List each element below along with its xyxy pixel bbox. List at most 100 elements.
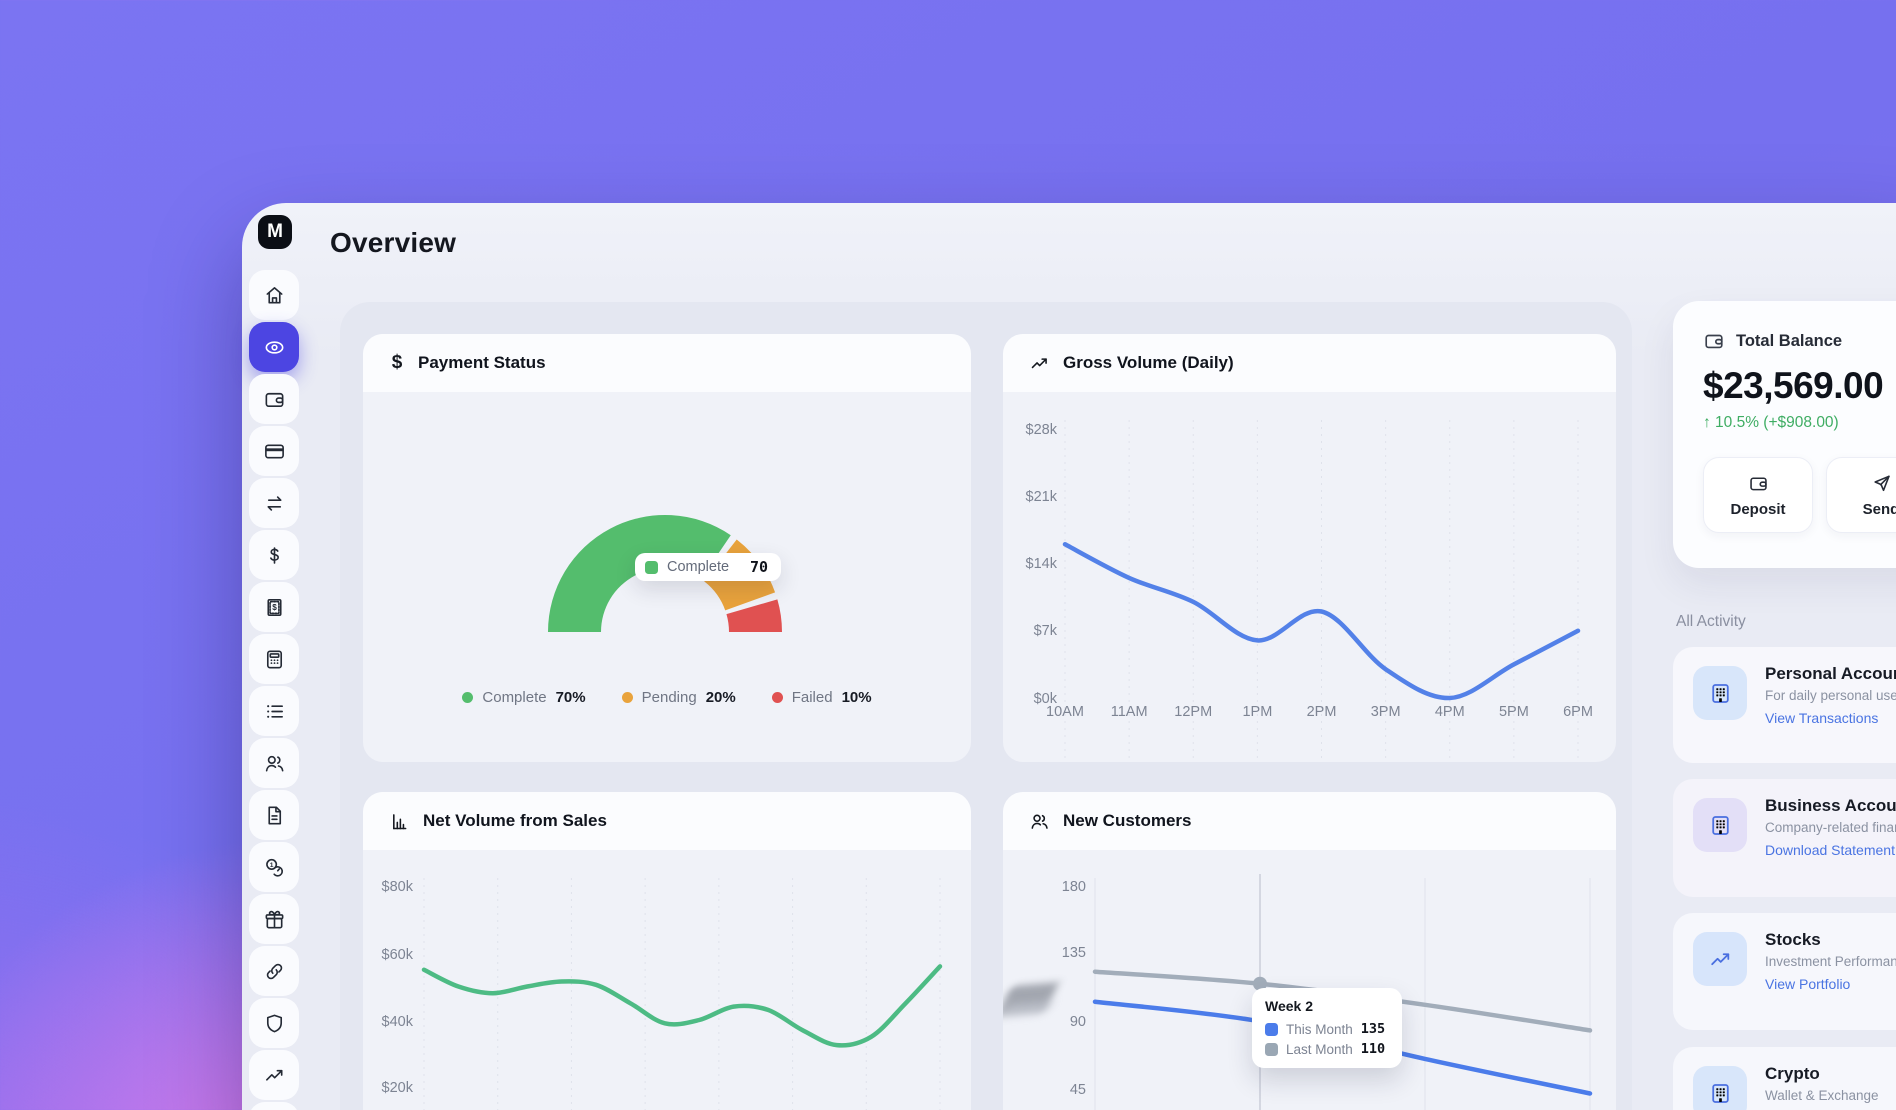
payment-status-header: $ Payment Status — [363, 334, 971, 392]
gross-volume-card: Gross Volume (Daily) $28k $21k $14k $7k $0k 1… — [1003, 334, 1616, 762]
svg-text:$7k: $7k — [1034, 623, 1058, 639]
deposit-label: Deposit — [1730, 500, 1786, 518]
tooltip-value: 70 — [749, 558, 768, 576]
sidebar-item-document[interactable] — [249, 790, 299, 840]
link-icon — [266, 963, 282, 979]
activity-card-stocks[interactable]: Stocks Investment Performance View Portfol… — [1673, 913, 1896, 1030]
sidebar-item-receipt[interactable]: $ — [249, 582, 299, 632]
svg-text:$40k: $40k — [382, 1014, 414, 1030]
total-balance-header: Total Balance — [1703, 330, 1896, 352]
credit-card-icon — [264, 443, 284, 459]
building-icon — [1711, 683, 1729, 703]
card-title: Gross Volume (Daily) — [1063, 353, 1234, 372]
sidebar-item-wallet[interactable] — [249, 374, 299, 424]
sidebar-item-eye[interactable] — [249, 322, 299, 372]
building-icon — [1711, 815, 1729, 835]
sidebar-item-link[interactable] — [249, 946, 299, 996]
all-activity-heading: All Activity — [1676, 613, 1746, 630]
svg-text:12PM: 12PM — [1174, 704, 1212, 720]
svg-text:180: 180 — [1062, 879, 1086, 895]
svg-text:1: 1 — [269, 861, 273, 868]
gross-volume-header: Gross Volume (Daily) — [1003, 334, 1616, 392]
card-title: Payment Status — [418, 353, 546, 372]
list-icon — [266, 704, 283, 718]
sidebar-item-dollar[interactable] — [249, 530, 299, 580]
svg-text:4PM: 4PM — [1435, 704, 1465, 720]
activity-link[interactable]: Download Statement — [1765, 842, 1895, 858]
balance-actions: Deposit Send — [1703, 457, 1896, 533]
this-month-swatch — [1265, 1022, 1278, 1036]
activity-subtitle: Investment Performance — [1765, 954, 1896, 969]
svg-text:135: 135 — [1062, 945, 1086, 961]
sidebar-item-users[interactable] — [249, 738, 299, 788]
trending-up-icon — [1031, 357, 1047, 368]
trending-up-icon — [265, 1069, 283, 1081]
trending-up-icon — [1710, 952, 1729, 965]
activity-title: Crypto — [1765, 1064, 1820, 1083]
dollar-icon: $ — [391, 352, 403, 373]
document-icon — [267, 806, 281, 824]
eye-icon — [265, 340, 283, 354]
activity-card-business-account[interactable]: Business Account Company-related finances… — [1673, 779, 1896, 897]
new-customers-card: New Customers 180 135 90 45 Week 2 This Mon… — [1003, 792, 1616, 1110]
svg-text:2PM: 2PM — [1307, 704, 1337, 720]
sidebar-item-gift[interactable] — [249, 894, 299, 944]
activity-title: Personal Account — [1765, 664, 1896, 683]
app-logo[interactable]: M — [258, 215, 292, 249]
dashboard-window: M Overview $1 $ Payment Status Complete … — [242, 203, 1896, 1110]
transfer-icon — [266, 495, 282, 511]
send-label: Send — [1862, 500, 1896, 518]
users-icon — [265, 755, 283, 772]
svg-text:$21k: $21k — [1026, 489, 1058, 505]
svg-text:3PM: 3PM — [1371, 704, 1401, 720]
payment-status-card: $ Payment Status Complete 70 Complete 70%… — [363, 334, 971, 762]
sidebar-item-coins[interactable]: 1 — [249, 842, 299, 892]
svg-text:6PM: 6PM — [1563, 704, 1593, 720]
send-button[interactable]: Send — [1826, 457, 1896, 533]
page-title: Overview — [330, 227, 457, 258]
tooltip-row: This Month 135 — [1265, 1021, 1389, 1037]
chart-tooltip: Week 2 This Month 135 Last Month 110 — [1252, 988, 1402, 1068]
activity-card-personal-account[interactable]: Personal Account For daily personal use Vi… — [1673, 647, 1896, 763]
deposit-button[interactable]: Deposit — [1703, 457, 1813, 533]
new-customers-chart[interactable]: 180 135 90 45 — [1003, 850, 1616, 1110]
sidebar-item-home[interactable] — [249, 270, 299, 320]
sidebar-item-shield[interactable] — [249, 998, 299, 1048]
bar-chart-icon — [393, 813, 407, 829]
svg-text:$80k: $80k — [382, 879, 414, 895]
shield-icon — [266, 1014, 282, 1032]
sidebar-item-archive[interactable] — [249, 1102, 299, 1110]
sidebar-item-list[interactable] — [249, 686, 299, 736]
charts-container: $ Payment Status Complete 70 Complete 70%… — [340, 302, 1632, 1110]
activity-subtitle: Wallet & Exchange — [1765, 1088, 1879, 1103]
svg-text:11AM: 11AM — [1111, 704, 1148, 720]
gift-icon — [265, 910, 283, 928]
net-volume-chart[interactable]: $80k $60k $40k $20k — [363, 850, 971, 1110]
legend-dot — [462, 692, 474, 703]
users-icon — [1031, 814, 1048, 829]
legend-dot — [621, 692, 633, 703]
activity-link[interactable]: View Portfolio — [1765, 976, 1851, 992]
complete-swatch — [645, 560, 658, 574]
legend-item-complete: Complete 70% — [462, 689, 586, 706]
sidebar-item-calculator[interactable] — [249, 634, 299, 684]
coins-icon: 1 — [265, 858, 283, 877]
activity-subtitle: Company-related finances — [1765, 820, 1896, 835]
wallet-icon — [265, 392, 283, 407]
sidebar-item-credit-card[interactable] — [249, 426, 299, 476]
sidebar-item-trending-up[interactable] — [249, 1050, 299, 1100]
total-balance-label: Total Balance — [1736, 331, 1843, 350]
svg-text:$14k: $14k — [1026, 556, 1058, 572]
activity-card-crypto[interactable]: Crypto Wallet & Exchange — [1673, 1047, 1896, 1110]
svg-text:$28k: $28k — [1026, 422, 1058, 438]
total-balance-change: ↑ 10.5% (+$908.00) — [1703, 414, 1839, 431]
activity-icon-tile — [1693, 1066, 1747, 1110]
wallet-icon — [1705, 334, 1723, 349]
svg-text:1PM: 1PM — [1242, 704, 1272, 720]
sidebar-item-transfer[interactable] — [249, 478, 299, 528]
activity-link[interactable]: View Transactions — [1765, 710, 1879, 726]
net-volume-card: Net Volume from Sales $80k $60k $40k $20k — [363, 792, 971, 1110]
send-icon — [1873, 475, 1890, 491]
